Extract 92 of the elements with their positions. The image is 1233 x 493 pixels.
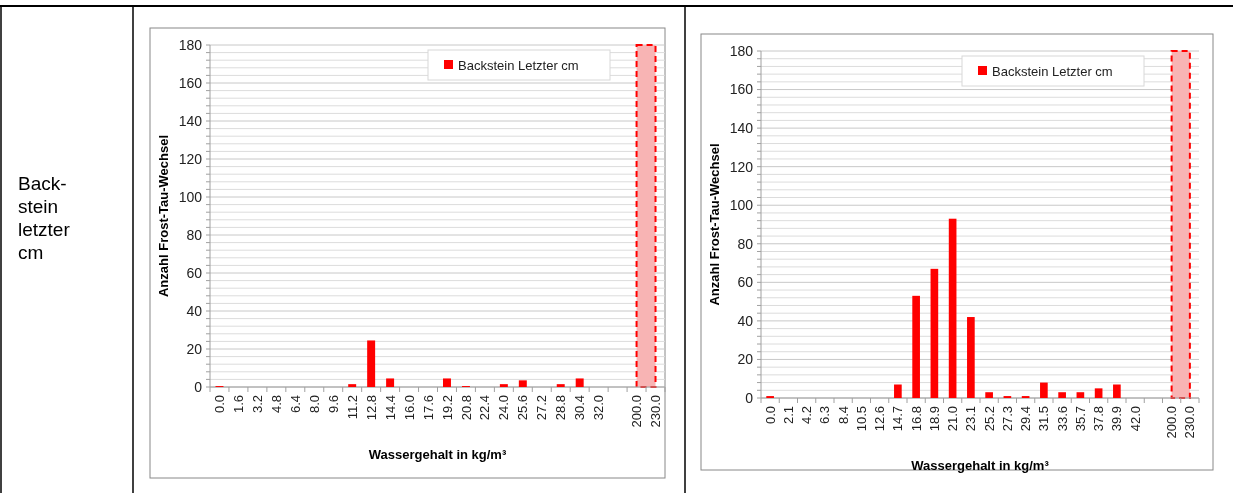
bar — [386, 378, 395, 387]
x-tick-label: 19.2 — [439, 395, 455, 421]
bar — [985, 392, 993, 398]
x-tick-label: 11.2 — [344, 395, 360, 420]
bar — [930, 268, 939, 398]
y-tick-label: 100 — [178, 188, 203, 205]
x-tick-label: 200.0 — [629, 395, 645, 428]
y-tick-label: 80 — [186, 226, 203, 243]
bar — [967, 317, 975, 398]
x-tick-label: 0.0 — [212, 395, 228, 414]
y-tick-label: 60 — [737, 274, 754, 291]
y-tick-label: 0 — [194, 378, 203, 395]
x-tick-label: 22.4 — [477, 395, 493, 421]
x-tick-label: 230.0 — [648, 395, 664, 428]
x-tick-label: 17.6 — [420, 395, 436, 421]
bar — [443, 378, 451, 387]
y-tick-label: 100 — [729, 197, 754, 214]
x-tick-label: 23.1 — [963, 406, 979, 432]
x-tick-label: 27.3 — [999, 406, 1015, 432]
y-axis-title: Anzahl Frost-Tau-Wechsel — [707, 143, 722, 306]
bar — [348, 384, 357, 387]
y-tick-label: 140 — [178, 112, 203, 129]
x-tick-label: 12.8 — [363, 395, 379, 421]
x-tick-label: 200.0 — [1164, 406, 1180, 439]
x-tick-label: 31.5 — [1036, 406, 1052, 432]
y-tick-label: 120 — [178, 150, 203, 167]
bar — [1058, 392, 1066, 398]
y-tick-label: 0 — [745, 389, 754, 406]
x-axis-title: Wassergehalt in kg/m³ — [911, 458, 1050, 473]
legend-label: Backstein Letzter cm — [458, 57, 579, 73]
x-tick-label: 12.6 — [872, 406, 888, 432]
x-tick-label: 28.8 — [553, 395, 569, 421]
x-tick-label: 29.4 — [1018, 406, 1034, 432]
y-tick-label: 180 — [178, 36, 203, 53]
x-tick-label: 21.0 — [945, 406, 961, 432]
x-tick-label: 25.6 — [515, 395, 531, 421]
bar — [1040, 382, 1048, 398]
bar — [499, 384, 508, 387]
y-axis-title: Anzahl Frost-Tau-Wechsel — [156, 134, 171, 298]
x-tick-label: 8.0 — [306, 395, 322, 414]
y-tick-label: 40 — [186, 302, 203, 319]
x-tick-label: 24.0 — [496, 395, 512, 421]
y-tick-label: 20 — [186, 340, 203, 357]
y-tick-label: 160 — [729, 81, 754, 98]
x-tick-label: 1.6 — [230, 395, 246, 414]
x-tick-label: 20.8 — [458, 395, 474, 421]
y-tick-label: 20 — [737, 351, 754, 368]
text: Back-stein letzter cm — [18, 173, 71, 263]
bar — [1113, 384, 1121, 398]
x-tick-label: 14.7 — [890, 406, 906, 432]
x-tick-label: 33.6 — [1054, 406, 1070, 432]
bar — [518, 380, 527, 387]
x-tick-label: 18.9 — [926, 406, 942, 432]
y-tick-label: 180 — [729, 42, 754, 59]
y-tick-label: 60 — [186, 264, 203, 281]
bar — [948, 218, 957, 398]
x-tick-label: 42.0 — [1127, 406, 1143, 432]
x-tick-label: 16.0 — [401, 395, 417, 421]
x-tick-label: 2.1 — [780, 406, 796, 425]
x-tick-label: 35.7 — [1072, 406, 1088, 432]
x-tick-label: 6.3 — [817, 406, 833, 425]
y-tick-label: 120 — [729, 158, 754, 175]
bar — [556, 384, 565, 387]
x-tick-label: 25.2 — [981, 406, 997, 432]
x-tick-label: 30.4 — [572, 395, 588, 421]
y-tick-label: 40 — [737, 312, 754, 329]
y-tick-label: 80 — [737, 235, 754, 252]
x-tick-label: 16.8 — [908, 406, 924, 432]
bar — [1076, 392, 1085, 398]
y-tick-label: 160 — [178, 74, 203, 91]
bar — [1094, 388, 1103, 398]
x-axis-title: Wassergehalt in kg/m³ — [368, 447, 507, 462]
bar — [894, 384, 902, 398]
x-tick-label: 3.2 — [249, 395, 265, 414]
bar — [575, 378, 584, 387]
x-tick-label: 8.4 — [835, 406, 851, 425]
x-tick-label: 32.0 — [591, 395, 607, 421]
y-tick-label: 140 — [729, 120, 754, 137]
x-tick-label: 27.2 — [534, 395, 550, 421]
bar — [912, 295, 920, 398]
x-tick-label: 4.2 — [799, 406, 815, 425]
x-tick-label: 9.6 — [325, 395, 341, 414]
x-tick-label: 230.0 — [1182, 406, 1198, 439]
x-tick-label: 0.0 — [762, 406, 778, 425]
x-tick-label: 4.8 — [268, 395, 284, 414]
x-tick-label: 10.5 — [853, 406, 869, 432]
x-tick-label: 39.9 — [1109, 406, 1125, 432]
x-tick-label: 37.8 — [1091, 406, 1107, 432]
bar — [367, 340, 376, 387]
legend-label: Backstein Letzter cm — [992, 63, 1113, 79]
x-tick-label: 14.4 — [382, 395, 398, 421]
x-tick-label: 6.4 — [287, 395, 303, 414]
